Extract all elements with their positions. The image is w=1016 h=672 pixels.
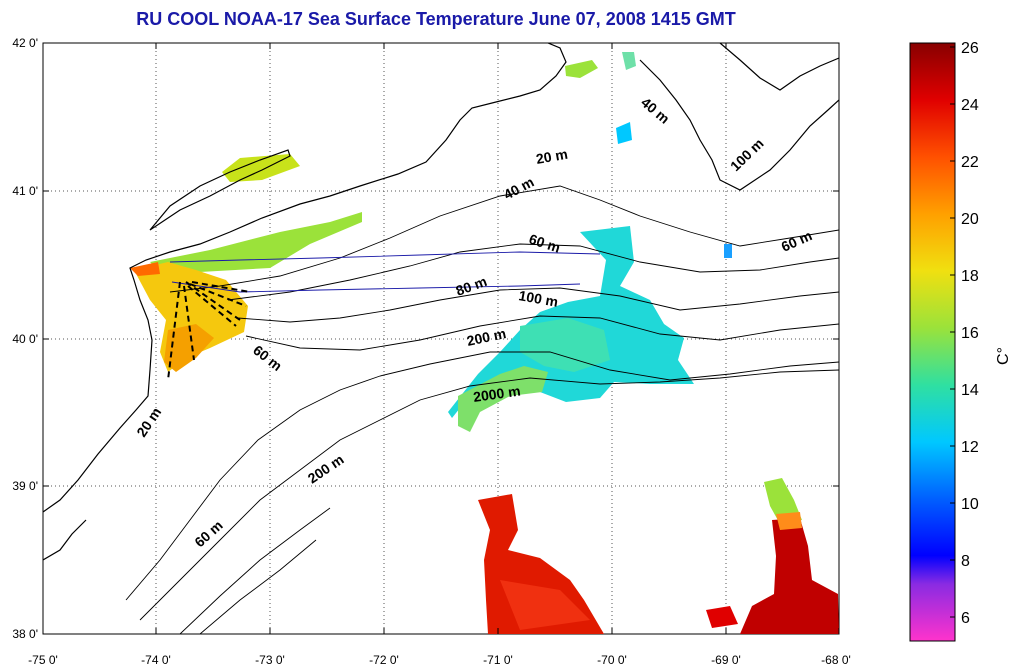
radial-transects [167,281,251,381]
sst-patch-ny-bight-orange [164,324,214,372]
x-tick-label: -69 0' [711,653,741,667]
map-panel: 20 m 40 m 60 m 80 m 100 m 200 m 2000 m 4… [12,36,850,667]
figure-title: RU COOL NOAA-17 Sea Surface Temperature … [136,9,736,29]
y-tick-label: 39 0' [12,479,38,493]
colorbar-tick-label: 12 [961,439,979,456]
sst-patch-harbor [130,262,160,276]
x-tick-label: -72 0' [369,653,399,667]
y-tick-label: 41 0' [12,184,38,198]
bathymetry-contours [125,185,839,634]
coastline [43,43,839,561]
y-tick-label: 42 0' [12,36,38,50]
x-axis-labels: -75 0' -74 0' -73 0' -72 0' -71 0' -70 0… [28,653,851,667]
sst-patch-cape-cod [565,60,598,78]
x-tick-label: -74 0' [141,653,171,667]
colorbar-tick-label: 6 [961,610,970,627]
contour-label: 20 m [535,146,569,167]
sst-patch-gom-north [622,52,636,70]
y-axis-labels: 42 0' 41 0' 40 0' 39 0' 38 0' [12,36,38,641]
sst-patch-gs-east-orange [776,512,802,530]
colorbar-tick-label: 22 [961,154,979,171]
colorbar-tick-label: 14 [961,382,979,399]
sst-patch-small-blue [724,244,732,258]
map-content: 20 m 40 m 60 m 80 m 100 m 200 m 2000 m 4… [43,43,839,634]
colorbar-tick-label: 16 [961,325,979,342]
colorbar-unit-label: C° [995,347,1012,365]
colorbar-tick-label: 20 [961,211,979,228]
colorbar-tick-label: 24 [961,97,979,114]
x-tick-label: -75 0' [28,653,58,667]
x-tick-label: -70 0' [597,653,627,667]
sst-patch-ne-channel [616,122,632,144]
x-tick-label: -71 0' [483,653,513,667]
y-tick-label: 38 0' [12,627,38,641]
sst-patch-ny-bight-warm [134,262,248,372]
contour-label: 100 m [517,287,559,310]
sst-patch-gulf-stream-west-hot [500,580,590,630]
colorbar-tick-label: 18 [961,268,979,285]
colorbar-tick-label: 10 [961,496,979,513]
sst-patch-gs-east-tip [764,478,802,524]
sst-data [130,52,839,634]
colorbar: 26 24 22 20 18 16 14 12 10 8 6 C° [909,40,1012,642]
sst-patch-small-red [706,606,738,628]
sst-patch-gulf-stream-east [740,518,839,634]
sst-patch-li-south [150,212,362,272]
tick-marks [42,43,840,634]
x-tick-label: -73 0' [255,653,285,667]
y-tick-label: 40 0' [12,332,38,346]
colorbar-ticks [950,46,955,618]
colorbar-tick-label: 26 [961,40,979,57]
x-tick-label: -68 0' [821,653,851,667]
colorbar-scale [909,42,956,642]
sst-patch-shelf-green [458,366,548,432]
sst-patch-shelf-teal [520,318,610,372]
contour-label: 2000 m [472,383,521,405]
colorbar-tick-label: 8 [961,553,970,570]
